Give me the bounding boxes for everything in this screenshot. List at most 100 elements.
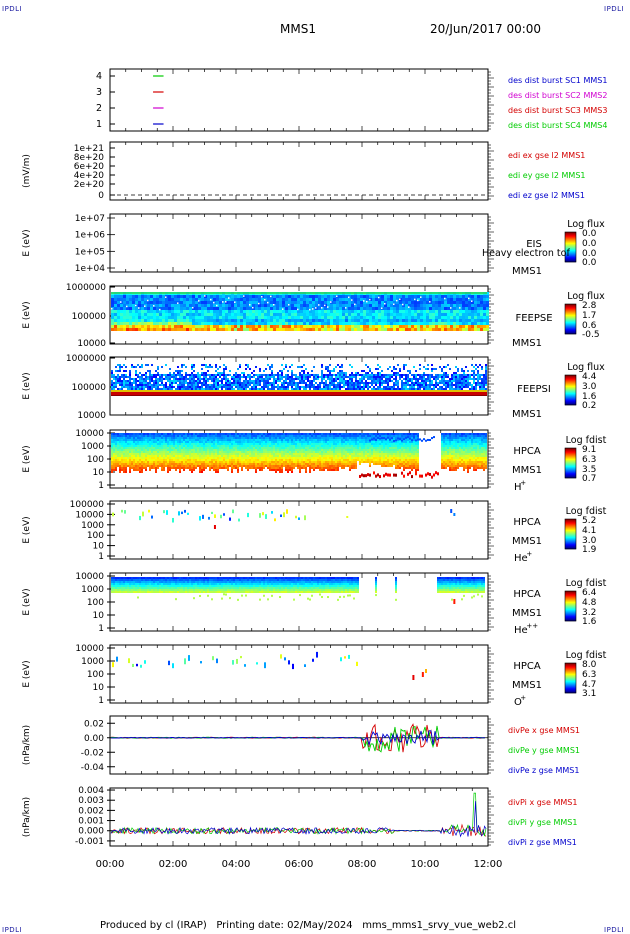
panel-eis-colorbar-band (565, 240, 576, 242)
panel-hpca-he2-colorbar-band (565, 598, 576, 600)
panel-efield-ytick-label: 2e+20 (74, 180, 105, 190)
panel-feepse-colorbar-band (565, 330, 576, 332)
panel-hpca-h-label-charge: + (520, 479, 526, 487)
panel-hpca-he2-cbar-title: Log fdist (566, 578, 607, 589)
corner-tag-top-left: IPDLI (2, 5, 23, 13)
panel-divpe-ytick-label: 0.00 (84, 734, 104, 744)
panel-eis-colorbar-band (565, 261, 576, 263)
panel-feepse-colorbar-band (565, 309, 576, 311)
corner-tag-bottom-right: IPDLI (604, 926, 625, 934)
panel-feepsi-colorbar-band (565, 381, 576, 383)
panel-hpca-h-colorbar-border (564, 447, 577, 479)
panel-feepse-ytick-label: 1000000 (66, 283, 106, 293)
panel-eis-colorbar-border (564, 231, 577, 263)
panel-feepsi-label-sc: MMS1 (512, 409, 542, 420)
panel-hpca-h-ylabel: E (eV) (22, 445, 32, 472)
panel-hpca-he-ylabel: E (eV) (22, 516, 32, 543)
panel-hpca-he2-colorbar-band (565, 614, 576, 616)
plot-title: MMS1 (280, 22, 316, 36)
panel-hpca-he-ytick-label: 10 (93, 542, 105, 552)
divpi-series-y (110, 792, 487, 837)
panel-feepse-ytick-label: 100000 (72, 312, 107, 322)
panel-feepse-colorbar-band (565, 331, 576, 333)
panel-hpca-he-colorbar-band (565, 526, 576, 528)
panel-hpca-h-ytick-label: 100 (87, 455, 104, 465)
panel-hpca-he-label-species: He (514, 553, 528, 564)
panel-hpca-h-colorbar-band (565, 469, 576, 471)
footer-text: Produced by cl (IRAP) Printing date: 02/… (100, 920, 517, 931)
panel-hpca-o-colorbar-band (565, 681, 576, 683)
panel-hpca-o-colorbar-band (565, 676, 576, 678)
time-axis-label: 10:00 (411, 859, 440, 870)
time-axis-label: 12:00 (474, 859, 503, 870)
panel-hpca-o-colorbar-band (565, 667, 576, 669)
panel-eis-colorbar-band (565, 250, 576, 252)
panel-hpca-h-colorbar-band (565, 467, 576, 469)
panel-hpca-he-colorbar-band (565, 539, 576, 541)
panel-hpca-o-colorbar-band (565, 668, 576, 670)
panel-eis-colorbar-band (565, 235, 576, 237)
panel-eis-label-sc: MMS1 (512, 266, 542, 277)
panel-hpca-o-colorbar-band (565, 663, 576, 665)
panel-hpca-h-colorbar-band (565, 462, 576, 464)
panel-hpca-he2-colorbar-band (565, 605, 576, 607)
divpe-series-x (110, 723, 486, 753)
panel-divpi-ytick-label: 0.000 (78, 827, 104, 837)
panel-feepsi-colorbar-band (565, 393, 576, 395)
panel-hpca-he-colorbar-band (565, 525, 576, 527)
panel-hpca-he-colorbar-band (565, 531, 576, 533)
panel-hpca-h-cbar-title: Log fdist (566, 435, 607, 446)
panel-eis-colorbar-band (565, 241, 576, 243)
divpi-series-z (110, 801, 487, 838)
panel-hpca-h-cbar-tick: 9.1 (582, 445, 596, 455)
panel-feepsi-colorbar-band (565, 379, 576, 381)
panel-feepse-colorbar-band (565, 318, 576, 320)
panel-feepsi-colorbar-band (565, 388, 576, 390)
panel-eis-colorbar-band (565, 237, 576, 239)
panel-hpca-o-ytick-label: 1000 (81, 657, 104, 667)
panel-hpca-he2-colorbar-band (565, 601, 576, 603)
panel-hpca-o-colorbar-band (565, 679, 576, 681)
panel-hpca-he2-colorbar-band (565, 619, 576, 621)
panel-hpca-he-frame (109, 500, 489, 560)
panel-divpe-legend-item: divPe y gse MMS1 (508, 746, 580, 755)
panel-hpca-o-colorbar-band (565, 674, 576, 676)
panel-feepsi-cbar-tick: 0.2 (582, 401, 596, 411)
panel-feepse-cbar-tick: 2.8 (582, 301, 597, 311)
panel-feepse-colorbar-band (565, 306, 576, 308)
panel-hpca-o-colorbar-band (565, 680, 576, 682)
panel-eis-colorbar-band (565, 247, 576, 249)
panel-feepse-colorbar-band (565, 323, 576, 325)
panel-hpca-o-colorbar-band (565, 677, 576, 679)
panel-hpca-h-label-instrument: HPCA (513, 446, 541, 457)
panel-hpca-o-cbar-tick: 6.3 (582, 670, 596, 680)
time-axis-label: 02:00 (159, 859, 188, 870)
panel-hpca-o-label-instrument: HPCA (513, 661, 541, 672)
panel-divpi-ylabel: (nPa/km) (22, 797, 32, 837)
panel-hpca-h-spectrogram (111, 433, 487, 479)
panel-hpca-h-colorbar-band (565, 471, 576, 473)
panel-hpca-o-cbar-tick: 4.7 (582, 680, 596, 690)
panel-hpca-he2-colorbar-band (565, 594, 576, 596)
panel-hpca-h-colorbar-band (565, 452, 576, 454)
panel-hpca-he2-cbar-tick: 1.6 (582, 617, 597, 627)
panel-hpca-he-colorbar-band (565, 538, 576, 540)
panel-feepse-colorbar-band (565, 317, 576, 319)
panel-hpca-h-ytick-label: 10 (93, 468, 105, 478)
panel-hpca-he2-ytick-label: 10 (93, 611, 105, 621)
panel-feepsi-colorbar-band (565, 384, 576, 386)
panel-hpca-o-cbar-tick: 3.1 (582, 689, 596, 699)
panel-hpca-h-colorbar-band (565, 456, 576, 458)
panel-hpca-he-colorbar-band (565, 548, 576, 550)
panel-feepse-cbar-tick: 1.7 (582, 311, 596, 321)
panel-hpca-h-colorbar-band (565, 477, 576, 479)
panel-feepsi-colorbar-band (565, 380, 576, 382)
panel-feepse-colorbar-band (565, 313, 576, 315)
panel-feepse-colorbar-band (565, 314, 576, 316)
panel-feepse-top-band (111, 292, 487, 294)
panel-hpca-h-colorbar-band (565, 470, 576, 472)
panel-efield-ylabel: (mV/m) (22, 154, 32, 188)
panel-hpca-he2-colorbar-band (565, 616, 576, 618)
panel-eis-colorbar-band (565, 259, 576, 261)
panel-hpca-he2-colorbar-band (565, 620, 576, 622)
